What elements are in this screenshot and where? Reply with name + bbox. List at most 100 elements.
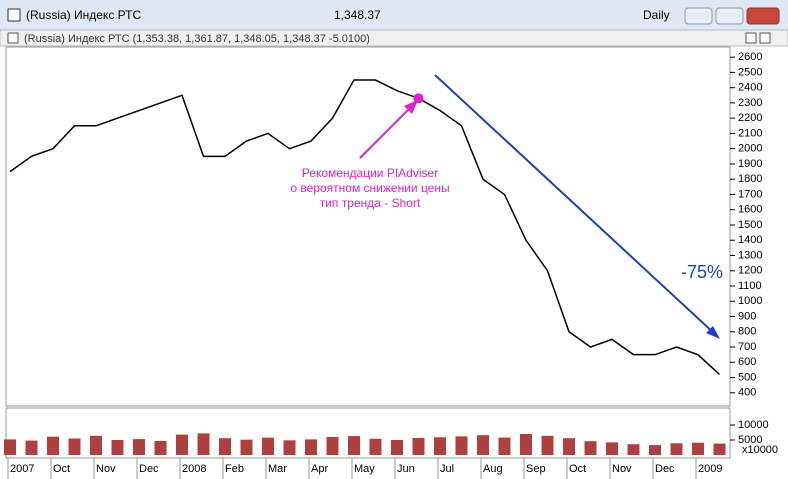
volume-bar xyxy=(606,442,618,455)
maximize-button[interactable] xyxy=(715,7,744,25)
x-tick-label: Apr xyxy=(311,463,328,475)
annotation: тип трeнда - Short xyxy=(320,196,421,210)
annotation: Рекомендации PIAdviser xyxy=(302,166,438,180)
window-title: (Russia) Индекс РТС xyxy=(26,8,141,22)
volume-bar xyxy=(541,435,554,455)
volume-bar xyxy=(391,440,403,455)
volume-bar xyxy=(455,436,468,455)
y-tick-label: 1700 xyxy=(738,188,762,200)
volume-bar xyxy=(627,444,640,455)
volume-bar xyxy=(713,443,726,455)
x-tick-label: Jun xyxy=(397,463,415,475)
y-tick-label: 1800 xyxy=(738,173,762,185)
x-tick-label: Jul xyxy=(440,463,454,475)
minimize-button[interactable] xyxy=(684,7,713,25)
x-tick-label: 2007 xyxy=(10,463,34,475)
volume-bar xyxy=(520,434,532,455)
volume-bar xyxy=(240,439,253,455)
y-tick-label: 10000 xyxy=(738,419,769,431)
chart-icon xyxy=(7,32,19,44)
volume-bar xyxy=(197,433,210,455)
volume-bar xyxy=(649,445,661,455)
x-tick-label: Oct xyxy=(53,463,70,475)
y-tick-label: 1200 xyxy=(738,265,762,277)
volume-bar xyxy=(133,439,145,455)
x-tick-label: Sep xyxy=(526,463,546,475)
volume-bar xyxy=(4,439,16,455)
x-tick-label: Nov xyxy=(96,463,116,475)
volume-bar xyxy=(68,438,81,455)
window-icon xyxy=(7,8,21,22)
volume-bar xyxy=(369,438,382,455)
volume-unit: x10000 xyxy=(742,444,778,456)
volume-bar xyxy=(90,435,102,455)
chart-header xyxy=(0,29,788,47)
volume-bar xyxy=(176,434,188,455)
y-tick-label: 2500 xyxy=(738,66,762,78)
volume-bar xyxy=(563,438,575,455)
volume-bar xyxy=(25,440,38,455)
x-tick-label: Feb xyxy=(225,463,244,475)
x-tick-label: Mar xyxy=(268,463,287,475)
x-tick-label: Dec xyxy=(139,463,159,475)
volume-bar xyxy=(326,437,339,455)
y-tick-label: 5000 xyxy=(738,434,762,446)
x-tick-label: 2008 xyxy=(182,463,206,475)
y-tick-label: 1300 xyxy=(738,249,762,261)
price-line xyxy=(9,79,721,376)
volume-bar xyxy=(47,436,59,455)
y-tick-label: 900 xyxy=(738,310,756,322)
x-tick-label: 2009 xyxy=(698,463,722,475)
callout-arrowhead xyxy=(404,100,418,114)
x-tick-label: Oct xyxy=(569,463,586,475)
price-panel xyxy=(5,46,731,407)
x-tick-label: May xyxy=(354,463,375,475)
annotation: о вероятном снижении цены xyxy=(290,181,449,195)
y-tick-label: 1500 xyxy=(738,219,762,231)
y-tick-label: 700 xyxy=(738,341,756,353)
y-tick-label: 2100 xyxy=(738,127,762,139)
y-tick-label: 2300 xyxy=(738,97,762,109)
y-tick-label: 2000 xyxy=(738,143,762,155)
volume-bar xyxy=(111,440,124,455)
y-tick-label: 2400 xyxy=(738,82,762,94)
y-tick-label: 1600 xyxy=(738,204,762,216)
y-tick-label: 400 xyxy=(738,387,756,399)
restore-button[interactable] xyxy=(745,32,757,44)
title-bar xyxy=(0,0,788,30)
y-tick-label: 500 xyxy=(738,371,756,383)
annotation: -75% xyxy=(681,262,723,282)
volume-bar xyxy=(434,437,446,455)
x-tick-label: Aug xyxy=(483,463,503,475)
window-period: Daily xyxy=(643,8,670,22)
x-tick-label: Dec xyxy=(655,463,675,475)
y-tick-label: 1100 xyxy=(738,280,762,292)
volume-bar xyxy=(348,436,360,455)
window-last: 1,348.37 xyxy=(334,8,381,22)
trend-line xyxy=(434,74,717,336)
y-tick-label: 2200 xyxy=(738,112,762,124)
volume-bar xyxy=(305,439,317,455)
close-button[interactable] xyxy=(746,7,780,25)
volume-bar xyxy=(219,438,231,455)
volume-bar xyxy=(584,441,597,455)
volume-bar xyxy=(262,437,274,455)
volume-bar xyxy=(670,443,683,455)
volume-bar xyxy=(477,435,489,455)
y-tick-label: 600 xyxy=(738,356,756,368)
callout-arrow xyxy=(359,103,415,159)
y-tick-label: 1900 xyxy=(738,158,762,170)
signal-point xyxy=(413,93,424,104)
volume-bar xyxy=(692,442,704,455)
chart-close-button[interactable] xyxy=(759,32,771,44)
chart-title: (Russia) Индекс РТС (1,353.38, 1,361.87,… xyxy=(24,33,370,45)
volume-bar xyxy=(498,437,511,455)
y-tick-label: 1000 xyxy=(738,295,762,307)
trend-arrowhead xyxy=(706,326,720,339)
y-tick-label: 2600 xyxy=(738,51,762,63)
x-tick-label: Nov xyxy=(612,463,632,475)
y-tick-label: 1400 xyxy=(738,234,762,246)
volume-bar xyxy=(412,437,425,455)
volume-bar xyxy=(154,440,167,455)
